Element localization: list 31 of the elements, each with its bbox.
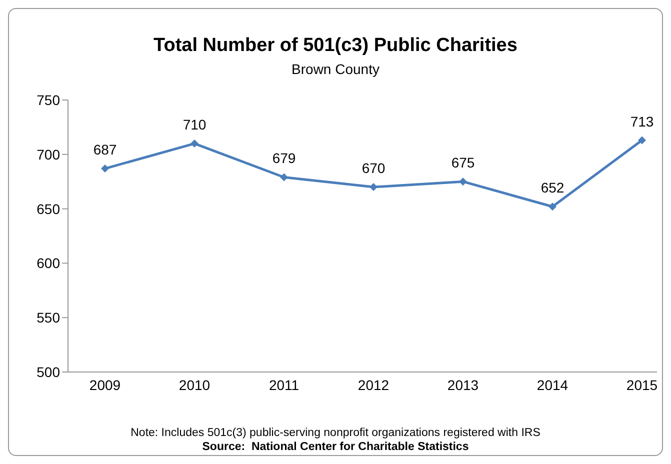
data-label: 713 bbox=[630, 113, 654, 130]
y-tick-label: 700 bbox=[36, 146, 60, 162]
y-tick-label: 750 bbox=[36, 92, 60, 108]
point bbox=[370, 183, 378, 192]
data-label: 687 bbox=[93, 142, 117, 158]
point bbox=[190, 140, 198, 148]
source-note: Source: National Center for Charitable Statistics bbox=[201, 441, 470, 453]
point bbox=[280, 173, 288, 182]
text: Note: Includes 501c(3) public-serving nonprofit organizations registered with IRS bbox=[130, 427, 542, 439]
data-label: 675 bbox=[451, 154, 475, 171]
x-tick-label: 2014 bbox=[536, 376, 568, 393]
data-label: 679 bbox=[272, 150, 296, 166]
data-label: 652 bbox=[540, 180, 564, 196]
y-tick-label: 550 bbox=[36, 310, 60, 326]
x-tick-label: 2011 bbox=[268, 376, 300, 393]
x-tick-label: 2012 bbox=[358, 376, 390, 393]
chart-subtitle: Brown County bbox=[290, 61, 380, 77]
y-tick-label: 600 bbox=[36, 255, 60, 272]
x-tick-label: 2009 bbox=[89, 376, 121, 393]
chart-title: Total Number of 501(c3) Public Charities bbox=[152, 34, 518, 57]
point bbox=[101, 164, 109, 173]
point bbox=[548, 202, 556, 211]
point bbox=[638, 136, 646, 144]
x-tick-label: 2013 bbox=[447, 376, 479, 393]
data-label: 710 bbox=[182, 116, 206, 133]
y-tick-label: 500 bbox=[36, 364, 60, 380]
point bbox=[459, 178, 467, 186]
x-tick-label: 2015 bbox=[626, 376, 658, 393]
data-label: 670 bbox=[362, 160, 386, 176]
x-tick-label: 2010 bbox=[178, 376, 210, 393]
y-tick-label: 650 bbox=[36, 200, 60, 217]
